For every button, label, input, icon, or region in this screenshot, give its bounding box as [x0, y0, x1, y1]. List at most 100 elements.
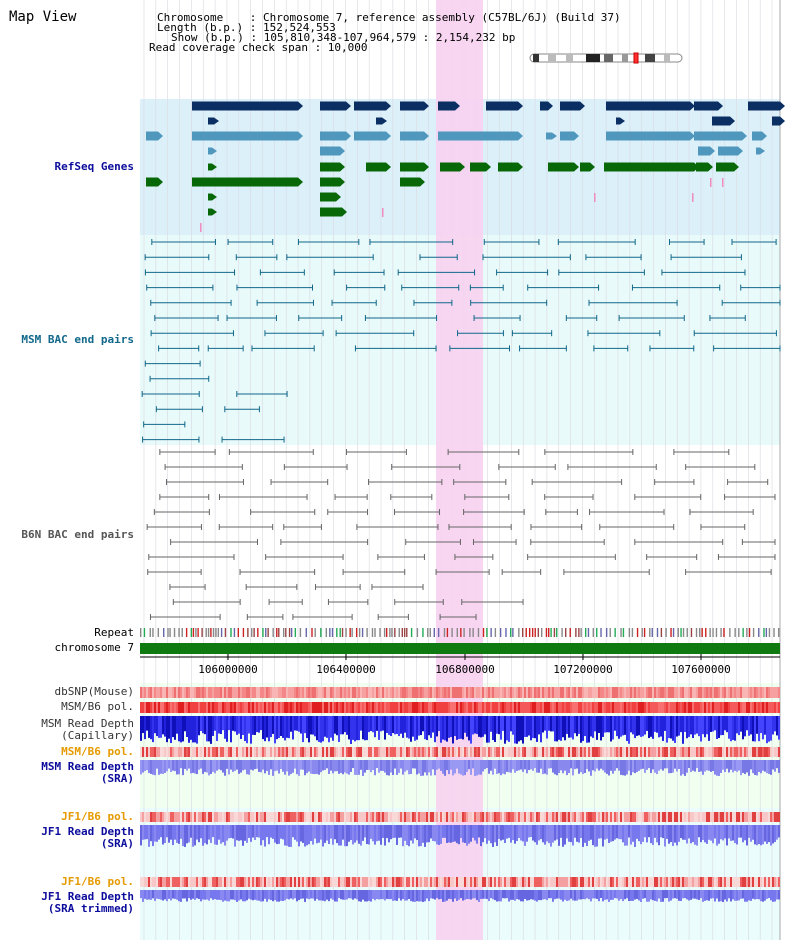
coverage-cell [562, 747, 564, 757]
dbsnp-track[interactable] [140, 687, 780, 698]
coverage-cell [488, 702, 490, 713]
coverage-cell [774, 747, 776, 757]
b6n-bac-track[interactable] [146, 449, 776, 620]
depth-bar [504, 760, 506, 775]
coverage-cell [204, 877, 206, 887]
jf1-read-depth-trimmed-track[interactable] [140, 890, 780, 902]
msm-depth-sra-label[interactable]: MSM Read Depth [41, 760, 134, 773]
depth-bar [688, 760, 690, 769]
coverage-cell [142, 702, 144, 713]
coverage-cell [214, 747, 216, 757]
depth-bar [142, 825, 144, 840]
coverage-cell [196, 812, 198, 822]
depth-bar [514, 825, 516, 844]
coverage-cell [716, 702, 718, 713]
coverage-cell [744, 812, 746, 822]
depth-bar [164, 760, 166, 773]
coverage-cell [446, 747, 448, 757]
coverage-cell [456, 702, 458, 713]
coverage-cell [544, 812, 546, 822]
repeat-element [339, 628, 341, 637]
repeat-track-label[interactable]: Repeat [94, 626, 134, 639]
dbsnp-track-label[interactable]: dbSNP(Mouse) [54, 685, 134, 698]
depth-bar [306, 890, 308, 899]
depth-bar [774, 890, 776, 902]
depth-bar [364, 716, 366, 741]
depth-bar [544, 760, 546, 774]
coverage-cell [478, 812, 480, 822]
jf1-depth-trimmed-label[interactable]: JF1 Read Depth [41, 890, 134, 903]
depth-bar [512, 716, 514, 735]
coverage-cell [416, 747, 418, 757]
depth-bar [190, 760, 192, 774]
depth-bar [408, 825, 410, 847]
jf1-b6-pol-track-2[interactable] [140, 877, 780, 887]
repeat-element [660, 628, 663, 637]
coverage-cell [204, 687, 206, 698]
coverage-cell [530, 747, 532, 757]
depth-bar [618, 760, 620, 771]
coverage-cell [222, 747, 224, 757]
msm-read-depth-capillary-track[interactable] [140, 716, 780, 744]
coverage-cell [462, 812, 464, 822]
refseq-track-label[interactable]: RefSeq Genes [54, 160, 134, 173]
msm-b6-pol-track-1[interactable] [140, 702, 780, 713]
depth-bar [180, 760, 182, 769]
coverage-cell [496, 877, 498, 887]
coverage-cell [676, 702, 678, 713]
coverage-cell [618, 687, 620, 698]
coverage-cell [720, 877, 722, 887]
jf1-b6-pol-label-1[interactable]: JF1/B6 pol. [61, 810, 134, 823]
jf1-b6-pol-label-2[interactable]: JF1/B6 pol. [61, 875, 134, 888]
depth-bar [262, 760, 264, 770]
depth-bar [182, 760, 184, 776]
depth-bar [472, 760, 474, 769]
b6n-bac-track-label[interactable]: B6N BAC end pairs [21, 528, 134, 541]
depth-bar [422, 890, 424, 902]
repeat-element [525, 628, 527, 637]
depth-bar [250, 890, 252, 900]
depth-bar [374, 890, 376, 901]
coverage-cell [432, 812, 434, 822]
gene-arrow [620, 117, 625, 125]
coverage-cell [682, 747, 684, 757]
repeat-track[interactable] [140, 628, 780, 637]
repeat-element [768, 628, 771, 637]
coverage-cell [262, 702, 264, 713]
depth-bar [200, 825, 202, 839]
depth-bar [482, 716, 484, 737]
depth-bar [640, 890, 642, 902]
coverage-cell [292, 687, 294, 698]
msm-bac-track-label[interactable]: MSM BAC end pairs [21, 333, 134, 346]
depth-bar [444, 760, 446, 776]
jf1-read-depth-sra-track[interactable] [140, 825, 780, 847]
gene-arrow [580, 101, 585, 111]
coverage-cell [310, 702, 312, 713]
coverage-cell [280, 747, 282, 757]
coverage-cell [340, 687, 342, 698]
depth-bar [662, 890, 664, 902]
jf1-b6-pol-track-1[interactable] [140, 812, 780, 822]
jf1-depth-sra-label[interactable]: JF1 Read Depth [41, 825, 134, 838]
coverage-cell [232, 877, 234, 887]
depth-bar [412, 825, 414, 844]
msm-depth-capillary-label[interactable]: MSM Read Depth [41, 717, 134, 730]
msm-b6-pol-track-2[interactable] [140, 747, 780, 757]
depth-bar [724, 825, 726, 839]
coverage-cell [776, 702, 778, 713]
coverage-cell [722, 687, 724, 698]
msm-bac-track[interactable] [141, 239, 781, 443]
coverage-cell [572, 687, 574, 698]
coverage-cell [626, 877, 628, 887]
refseq-genes-track[interactable] [146, 101, 785, 233]
depth-bar [252, 825, 254, 838]
depth-bar [224, 890, 226, 901]
msm-read-depth-sra-track[interactable] [140, 760, 780, 776]
coverage-cell [420, 687, 422, 698]
depth-bar [178, 760, 180, 775]
msm-b6-pol-label-2[interactable]: MSM/B6 pol. [61, 745, 134, 758]
chromosome-ideogram[interactable] [529, 52, 683, 64]
coverage-cell [638, 702, 640, 713]
msm-b6-pol-label-1[interactable]: MSM/B6 pol. [61, 700, 134, 713]
depth-bar [344, 760, 346, 773]
